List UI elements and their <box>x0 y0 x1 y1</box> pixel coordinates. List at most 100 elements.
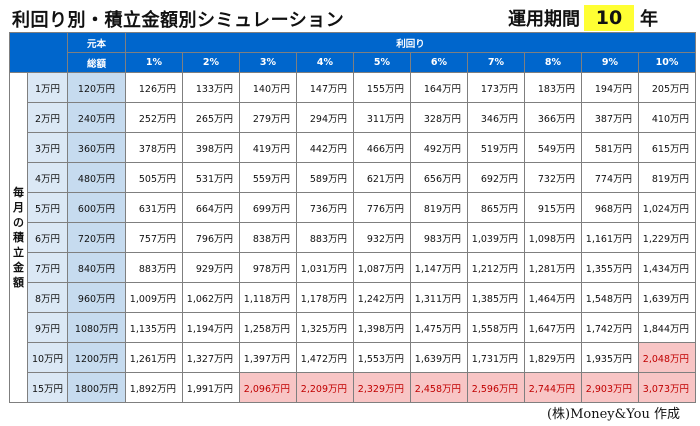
result-cell: 3,073万円 <box>638 372 696 403</box>
table-row: 3万円 360万円 378万円 398万円 419万円 442万円 466万円 492万円 51… <box>10 132 696 163</box>
result-cell: 1,178万円 <box>296 282 354 313</box>
result-cell: 126万円 <box>125 72 183 103</box>
simulation-table: 元本 利回り 総額 1% 2% 3% 4% 5% 6% 7% 8% 9% 10% 毎月の積立金額 1… <box>9 32 696 403</box>
period-label: 運用期間 <box>508 9 580 30</box>
monthly-amount: 6万円 <box>27 222 68 253</box>
result-cell: 1,009万円 <box>125 282 183 313</box>
principal-header-line2: 総額 <box>67 52 126 73</box>
result-cell: 505万円 <box>125 162 183 193</box>
result-cell: 410万円 <box>638 102 696 133</box>
result-cell: 466万円 <box>353 132 411 163</box>
period-box: 運用期間 10 年 <box>508 4 658 32</box>
result-cell: 1,639万円 <box>410 342 468 373</box>
monthly-amount: 3万円 <box>27 132 68 163</box>
result-cell: 155万円 <box>353 72 411 103</box>
result-cell: 838万円 <box>239 222 297 253</box>
table-body: 毎月の積立金額 1万円 120万円 126万円 133万円 140万円 147万円 155万円… <box>9 72 696 403</box>
result-cell: 736万円 <box>296 192 354 223</box>
rate-header: 3% <box>239 52 297 73</box>
period-unit: 年 <box>640 9 658 30</box>
result-cell: 983万円 <box>410 222 468 253</box>
result-cell: 140万円 <box>239 72 297 103</box>
credit: (株)Money&You 作成 <box>546 407 680 422</box>
result-cell: 915万円 <box>524 192 582 223</box>
result-cell: 378万円 <box>125 132 183 163</box>
result-cell: 1,892万円 <box>125 372 183 403</box>
result-cell: 173万円 <box>467 72 525 103</box>
result-cell: 581万円 <box>581 132 639 163</box>
period-years: 10 <box>584 5 634 31</box>
result-cell: 1,039万円 <box>467 222 525 253</box>
result-cell: 1,147万円 <box>410 252 468 283</box>
result-cell: 1,229万円 <box>638 222 696 253</box>
result-cell: 442万円 <box>296 132 354 163</box>
result-cell: 294万円 <box>296 102 354 133</box>
principal-total: 1200万円 <box>67 342 126 373</box>
result-cell: 1,397万円 <box>239 342 297 373</box>
result-cell: 1,261万円 <box>125 342 183 373</box>
result-cell: 757万円 <box>125 222 183 253</box>
corner-cell <box>9 32 68 73</box>
result-cell: 929万円 <box>182 252 240 283</box>
result-cell: 1,258万円 <box>239 312 297 343</box>
result-cell: 1,464万円 <box>524 282 582 313</box>
result-cell: 1,098万円 <box>524 222 582 253</box>
rate-header: 5% <box>353 52 411 73</box>
rate-group-header: 利回り <box>125 32 696 53</box>
result-cell: 1,212万円 <box>467 252 525 283</box>
rate-header: 1% <box>125 52 183 73</box>
principal-total: 120万円 <box>67 72 126 103</box>
table-row: 9万円 1080万円 1,135万円 1,194万円 1,258万円 1,325万円 1,3… <box>10 312 696 343</box>
result-cell: 2,329万円 <box>353 372 411 403</box>
result-cell: 1,325万円 <box>296 312 354 343</box>
header-row-1: 元本 利回り <box>9 32 696 73</box>
header-row-2: 総額 1% 2% 3% 4% 5% 6% 7% 8% 9% 10% <box>10 52 696 73</box>
table-row: 2万円 240万円 252万円 265万円 279万円 294万円 311万円 328万円 34… <box>10 102 696 133</box>
result-cell: 1,553万円 <box>353 342 411 373</box>
monthly-amount: 7万円 <box>27 252 68 283</box>
table-row: 8万円 960万円 1,009万円 1,062万円 1,118万円 1,178万円 1,24… <box>10 282 696 313</box>
result-cell: 883万円 <box>296 222 354 253</box>
table-row: 15万円 1800万円 1,892万円 1,991万円 2,096万円 2,209万円 2,… <box>10 372 696 403</box>
table-row: 10万円 1200万円 1,261万円 1,327万円 1,397万円 1,472万円 1,… <box>10 342 696 373</box>
result-cell: 664万円 <box>182 192 240 223</box>
result-cell: 1,731万円 <box>467 342 525 373</box>
result-cell: 387万円 <box>581 102 639 133</box>
rate-header: 9% <box>581 52 639 73</box>
result-cell: 1,161万円 <box>581 222 639 253</box>
result-cell: 2,096万円 <box>239 372 297 403</box>
result-cell: 2,903万円 <box>581 372 639 403</box>
monthly-amount: 2万円 <box>27 102 68 133</box>
result-cell: 2,458万円 <box>410 372 468 403</box>
principal-total: 960万円 <box>67 282 126 313</box>
result-cell: 1,327万円 <box>182 342 240 373</box>
result-cell: 865万円 <box>467 192 525 223</box>
result-cell: 1,355万円 <box>581 252 639 283</box>
result-cell: 621万円 <box>353 162 411 193</box>
monthly-amount: 5万円 <box>27 192 68 223</box>
result-cell: 346万円 <box>467 102 525 133</box>
result-cell: 1,548万円 <box>581 282 639 313</box>
table-row: 5万円 600万円 631万円 664万円 699万円 736万円 776万円 819万円 86… <box>10 192 696 223</box>
principal-total: 1800万円 <box>67 372 126 403</box>
result-cell: 631万円 <box>125 192 183 223</box>
result-cell: 774万円 <box>581 162 639 193</box>
principal-total: 720万円 <box>67 222 126 253</box>
principal-total: 360万円 <box>67 132 126 163</box>
result-cell: 1,194万円 <box>182 312 240 343</box>
result-cell: 692万円 <box>467 162 525 193</box>
rate-header: 8% <box>524 52 582 73</box>
side-label-text: 毎月の積立金額 <box>13 186 24 289</box>
result-cell: 732万円 <box>524 162 582 193</box>
result-cell: 1,281万円 <box>524 252 582 283</box>
result-cell: 194万円 <box>581 72 639 103</box>
result-cell: 1,062万円 <box>182 282 240 313</box>
result-cell: 183万円 <box>524 72 582 103</box>
result-cell: 819万円 <box>638 162 696 193</box>
principal-total: 600万円 <box>67 192 126 223</box>
monthly-amount: 9万円 <box>27 312 68 343</box>
result-cell: 328万円 <box>410 102 468 133</box>
result-cell: 1,398万円 <box>353 312 411 343</box>
result-cell: 978万円 <box>239 252 297 283</box>
rate-header: 7% <box>467 52 525 73</box>
